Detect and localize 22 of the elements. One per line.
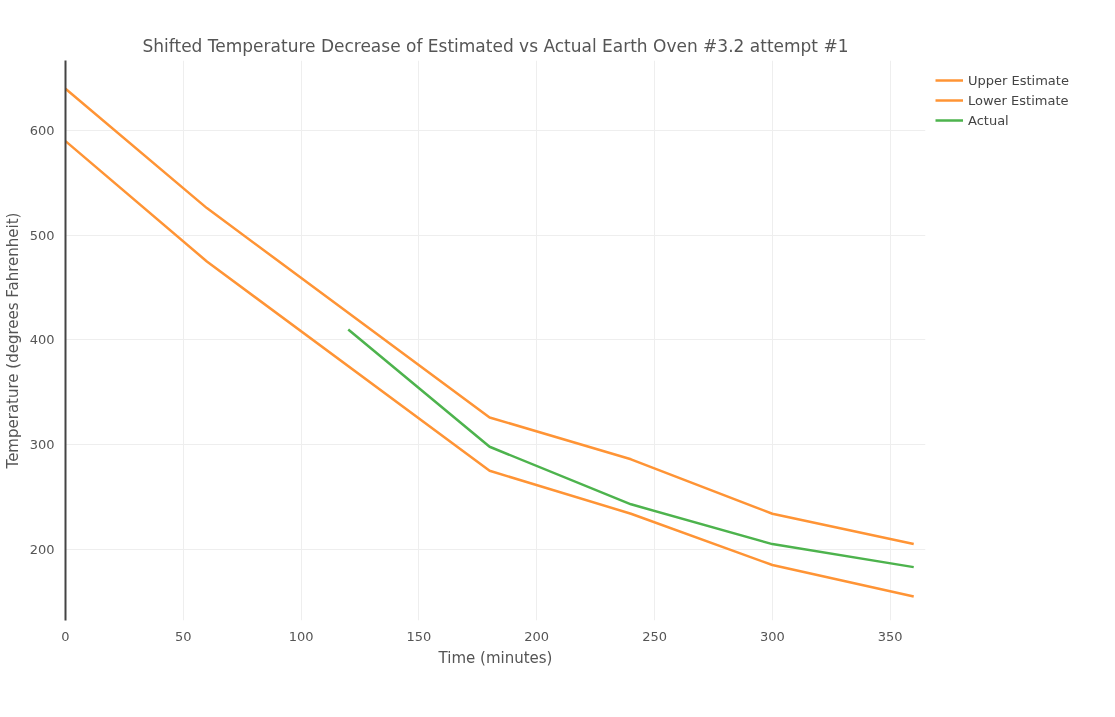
y-tick-label: 600: [29, 123, 55, 139]
y-tick-label: 200: [29, 541, 55, 557]
x-tick-label: 100: [288, 628, 314, 644]
y-tick-label: 400: [29, 332, 55, 348]
y-tick-label: 300: [29, 437, 55, 453]
legend-label: Upper Estimate: [968, 72, 1069, 88]
line-series: [346, 328, 915, 569]
line-series: [65, 87, 915, 546]
x-tick-label: 200: [524, 628, 550, 644]
y-axis-title: Temperature (degrees Fahrenheit): [3, 212, 22, 470]
x-tick-label: 250: [642, 628, 667, 644]
legend-label: Lower Estimate: [968, 92, 1069, 108]
x-axis-title: Time (minutes): [437, 648, 553, 667]
x-tick-label: 50: [175, 628, 192, 644]
legend-label: Actual: [968, 112, 1009, 128]
x-tick-label: 0: [61, 628, 70, 644]
line-series: [65, 139, 915, 598]
x-tick-label: 300: [759, 628, 785, 644]
y-tick-label: 500: [29, 227, 55, 243]
x-tick-label: 350: [877, 628, 903, 644]
chart-title: Shifted Temperature Decrease of Estimated vs Actual Earth Oven #3.2 attempt #1: [142, 35, 849, 56]
x-tick-label: 150: [406, 628, 432, 644]
